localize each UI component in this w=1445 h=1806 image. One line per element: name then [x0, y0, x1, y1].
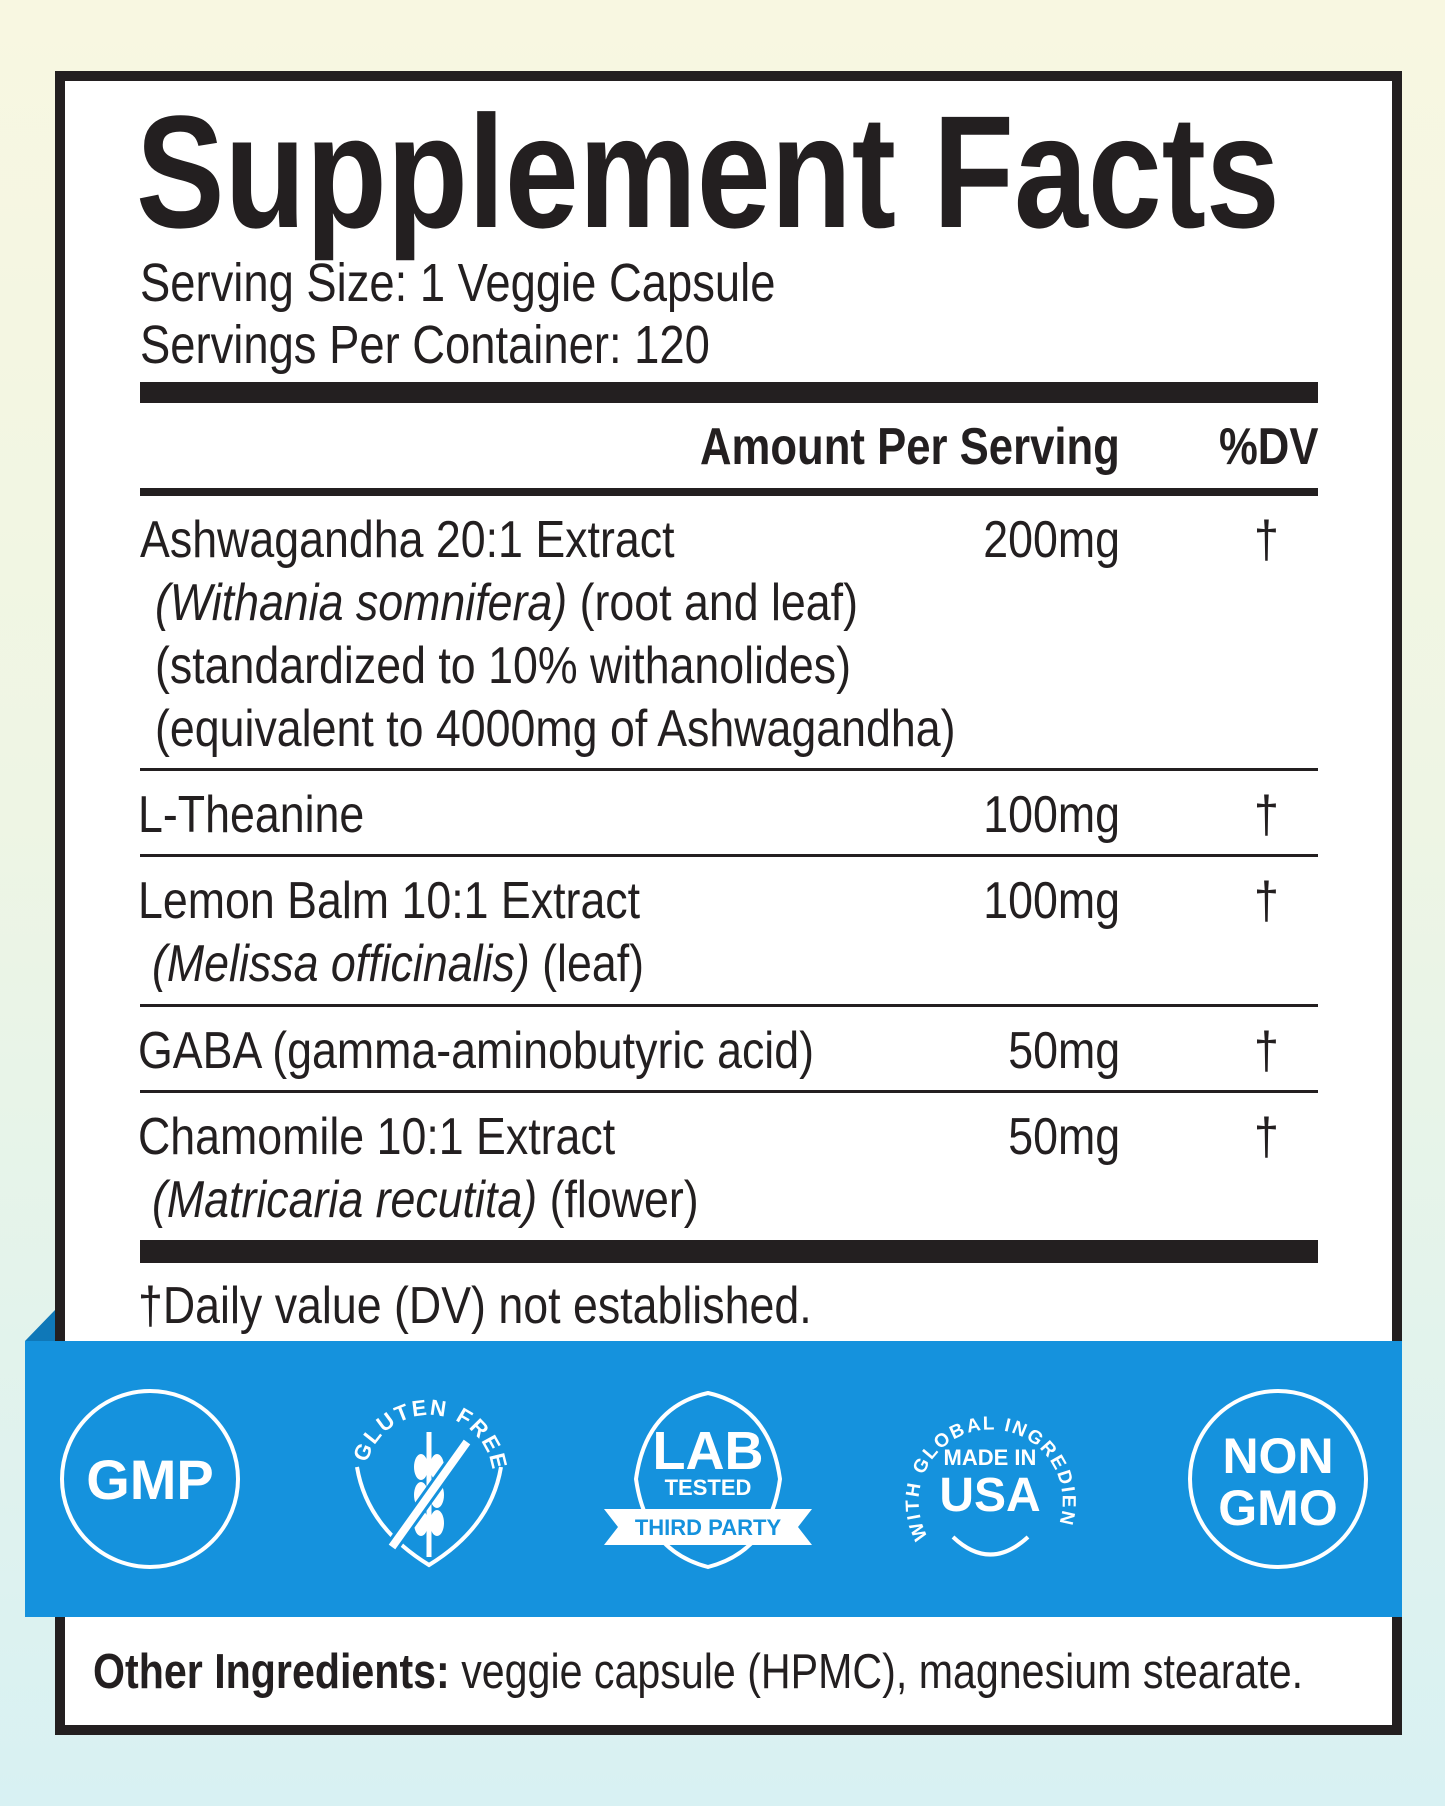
amount: 50mg: [1008, 1022, 1120, 1080]
amount: 100mg: [983, 872, 1120, 930]
certification-band: [25, 1341, 1402, 1617]
dv: †: [1254, 1108, 1279, 1166]
divider-thick: [140, 382, 1318, 403]
non-gmo-badge-icon: NON GMO: [1188, 1389, 1368, 1569]
third-party-text: THIRD PARTY: [635, 1515, 782, 1540]
ingredient-name: Lemon Balm 10:1 Extract: [138, 872, 641, 930]
dv: †: [1254, 511, 1279, 569]
ingredient-source: (Melissa officinalis) (leaf): [152, 938, 644, 990]
ingredient-detail: (standardized to 10% withanolides): [155, 637, 852, 695]
ingredient-name: Chamomile 10:1 Extract: [138, 1108, 616, 1166]
page-title: Supplement Facts: [136, 82, 1280, 261]
plant-part: (flower): [537, 1171, 699, 1229]
gmp-text: GMP: [86, 1448, 214, 1511]
lab-text: LAB: [653, 1421, 764, 1481]
gmp-badge-icon: GMP: [60, 1389, 240, 1569]
other-ingredients-label: Other Ingredients:: [93, 1645, 450, 1699]
band-fold: [25, 1310, 55, 1341]
latin-name: (Melissa officinalis): [152, 935, 530, 993]
ingredient-source: (Withania somnifera) (root and leaf): [155, 577, 858, 629]
servings-per-container: Servings Per Container: 120: [140, 315, 710, 375]
dv-header: %DV: [1218, 418, 1318, 476]
plant-part: (leaf): [529, 935, 645, 993]
latin-name: (Withania somnifera): [155, 574, 568, 632]
ingredient-detail: (equivalent to 4000mg of Ashwagandha): [155, 700, 956, 758]
ingredient-name: Ashwagandha 20:1 Extract: [140, 511, 675, 569]
divider: [140, 768, 1318, 771]
lab-tested-badge-icon: LAB TESTED THIRD PARTY: [604, 1390, 812, 1570]
serving-size: Serving Size: 1 Veggie Capsule: [140, 253, 776, 313]
ingredient-source: (Matricaria recutita) (flower): [152, 1174, 699, 1226]
dv: †: [1254, 1022, 1279, 1080]
other-ingredients: Other Ingredients: veggie capsule (HPMC)…: [93, 1648, 1303, 1697]
gluten-free-badge-icon: GLUTEN FREE: [348, 1395, 511, 1568]
made-in-text: MADE IN: [944, 1445, 1037, 1470]
latin-name: (Matricaria recutita): [152, 1171, 538, 1229]
non-text: NON: [1222, 1428, 1333, 1484]
plant-part: (root and leaf): [567, 574, 858, 632]
footnote: †Daily value (DV) not established.: [138, 1277, 812, 1335]
amount: 50mg: [1008, 1108, 1120, 1166]
tested-text: TESTED: [665, 1475, 752, 1500]
ingredient-name: GABA (gamma-aminobutyric acid): [138, 1022, 815, 1080]
ingredient-name: L-Theanine: [138, 786, 365, 844]
amount-header: Amount Per Serving: [700, 418, 1120, 476]
divider: [140, 1090, 1318, 1093]
divider: [140, 854, 1318, 857]
dv: †: [1254, 786, 1279, 844]
divider: [140, 488, 1318, 496]
amount: 200mg: [983, 511, 1120, 569]
divider-thick: [140, 1240, 1318, 1263]
divider: [140, 1004, 1318, 1007]
amount: 100mg: [983, 786, 1120, 844]
other-ingredients-text: veggie capsule (HPMC), magnesium stearat…: [449, 1645, 1304, 1699]
made-in-usa-badge-icon: WITH GLOBAL INGREDIENTS MADE IN USA: [898, 1387, 1077, 1557]
dv: †: [1254, 872, 1279, 930]
usa-text: USA: [939, 1469, 1040, 1522]
gmo-text: GMO: [1218, 1480, 1337, 1536]
